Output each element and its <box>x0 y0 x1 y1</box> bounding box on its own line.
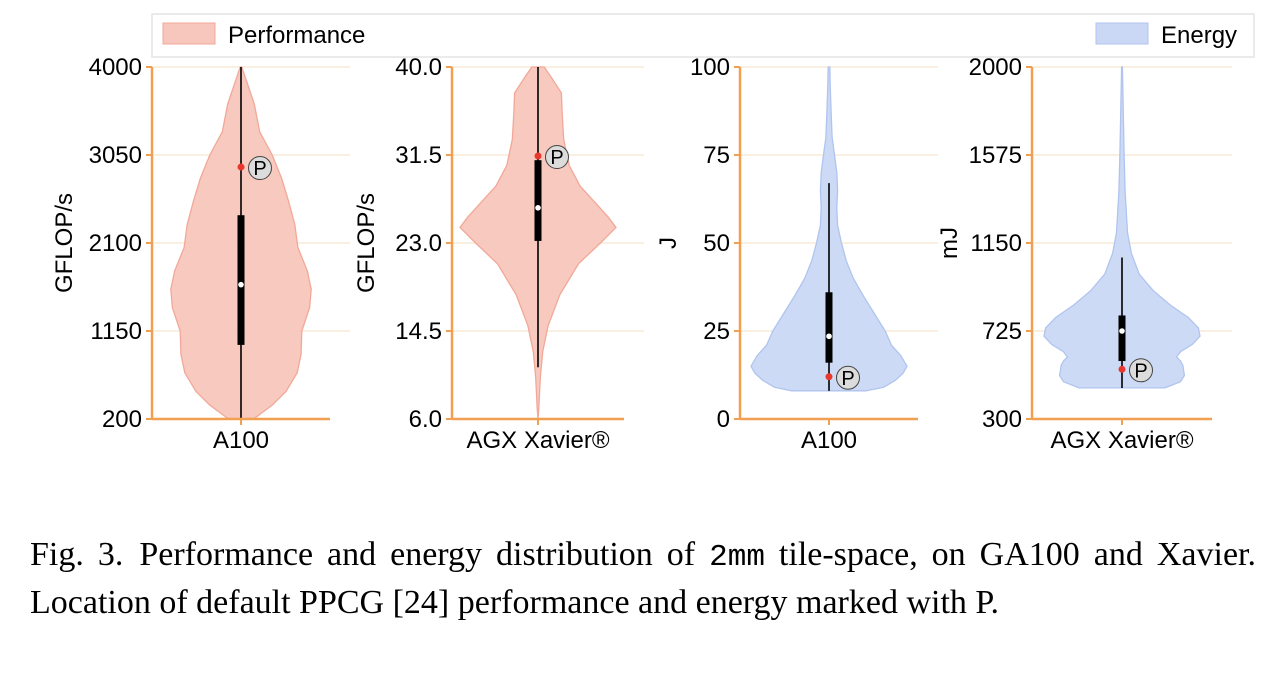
legend-swatch-energy <box>1095 22 1149 45</box>
panel-3: 0 25 50 75 100 A100 J P <box>655 54 938 454</box>
figure: Performance Energy 200 1150 2100 3050 4000 A10… <box>51 13 1255 454</box>
y-axis-label: J <box>655 237 682 249</box>
y-tick-label: 75 <box>703 142 730 169</box>
p-label-circle <box>248 156 272 181</box>
caption-text-before: Performance and energy distribution of <box>139 536 710 573</box>
p-label-circle <box>1129 358 1153 383</box>
y-tick-label: 50 <box>703 230 730 257</box>
legend-label-performance: Performance <box>228 22 365 49</box>
panel-2: 6.0 14.5 23.0 31.5 40.0 AGX Xavier® GFLOP/s P <box>353 54 644 454</box>
default-ppcg-marker <box>534 152 542 160</box>
y-tick-label: 725 <box>982 318 1022 345</box>
caption-code: 2mm <box>709 540 765 575</box>
median-marker <box>535 205 541 211</box>
y-tick-label: 31.5 <box>395 142 442 169</box>
default-ppcg-marker <box>237 163 245 171</box>
y-tick-label: 200 <box>102 406 142 433</box>
legend-swatch-performance <box>162 22 216 45</box>
y-tick-label: 14.5 <box>395 318 442 345</box>
p-label: P <box>550 147 563 169</box>
iqr-box <box>237 215 245 345</box>
x-tick-label: AGX Xavier® <box>466 427 609 454</box>
iqr-box <box>1118 315 1126 362</box>
default-ppcg-marker <box>1118 365 1126 373</box>
p-label-circle <box>545 145 569 170</box>
x-tick-label: AGX Xavier® <box>1050 427 1193 454</box>
x-tick-label: A100 <box>801 427 857 454</box>
violin-panels: 200 1150 2100 3050 4000 A100 GFLOP/s P 6.0 14.5 23… <box>51 54 1232 454</box>
caption-text-after: tile-space, on GA100 and Xavier. Locatio… <box>30 536 1256 621</box>
iqr-box <box>534 160 542 241</box>
median-marker <box>1119 328 1125 334</box>
median-marker <box>826 333 832 340</box>
panel-1: 200 1150 2100 3050 4000 A100 GFLOP/s P <box>51 54 350 454</box>
y-tick-label: 1575 <box>969 142 1022 169</box>
y-tick-label: 2100 <box>89 230 142 257</box>
y-tick-label: 0 <box>717 406 730 433</box>
y-axis-label: mJ <box>936 227 963 259</box>
y-tick-label: 3050 <box>89 142 142 169</box>
y-tick-label: 300 <box>982 406 1022 433</box>
caption-label: Fig. 3. <box>30 536 124 573</box>
p-label: P <box>841 368 854 390</box>
p-label-circle <box>836 365 860 390</box>
iqr-box <box>825 292 833 363</box>
legend: Performance Energy <box>151 13 1255 58</box>
x-tick-label: A100 <box>213 427 269 454</box>
p-label: P <box>1134 360 1147 382</box>
y-axis-label: GFLOP/s <box>51 193 78 293</box>
legend-label-energy: Energy <box>1161 22 1237 49</box>
default-ppcg-marker <box>825 373 833 381</box>
y-tick-label: 2000 <box>969 54 1022 81</box>
violin-body <box>1043 66 1201 389</box>
figure-caption: Fig. 3. Performance and energy distributi… <box>30 532 1256 625</box>
y-axis-label: GFLOP/s <box>353 193 380 293</box>
y-tick-label: 1150 <box>970 230 1022 257</box>
median-marker <box>238 281 244 288</box>
y-tick-label: 4000 <box>89 54 142 81</box>
panel-4: 300 725 1150 1575 2000 AGX Xavier® mJ P <box>936 54 1232 454</box>
y-tick-label: 25 <box>703 318 730 345</box>
legend-frame <box>151 13 1255 58</box>
y-tick-label: 23.0 <box>395 230 442 257</box>
y-tick-label: 100 <box>690 54 730 81</box>
y-tick-label: 40.0 <box>395 54 442 81</box>
y-tick-label: 6.0 <box>409 406 442 433</box>
y-tick-label: 1150 <box>90 318 142 345</box>
p-label: P <box>253 158 266 180</box>
